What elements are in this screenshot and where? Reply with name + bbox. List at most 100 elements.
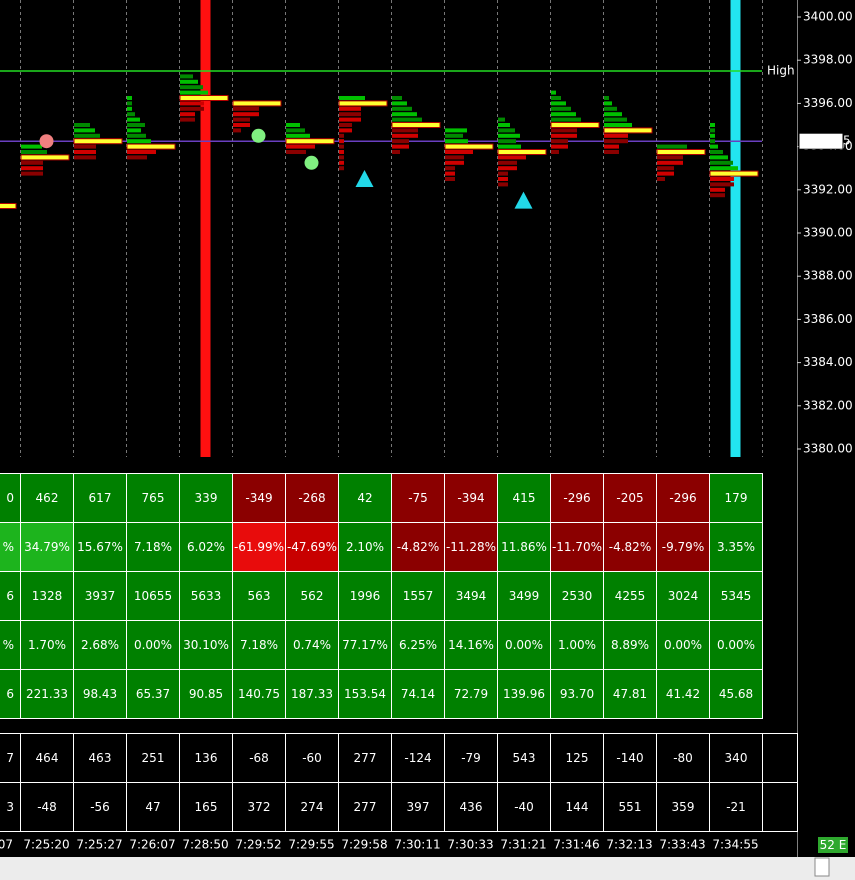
scroll-thumb[interactable] — [814, 857, 830, 877]
footprint-level — [339, 117, 361, 122]
footprint-level — [445, 133, 463, 138]
cell-value: 5345 — [721, 589, 752, 603]
cell-value: 45.68 — [719, 687, 753, 701]
footprint-level — [392, 144, 409, 149]
cell-value: -9.79% — [662, 540, 704, 554]
cell-value: -205 — [616, 491, 643, 505]
price-label: 3392.00 — [803, 182, 853, 196]
time-label: 7:31:46 — [553, 838, 599, 852]
footprint-level — [127, 139, 151, 144]
cell-value: 0.00% — [717, 638, 755, 652]
cell-value: 397 — [407, 800, 430, 814]
footprint-level — [127, 117, 140, 122]
footprint-level — [286, 123, 300, 127]
cell-value: 139.96 — [503, 687, 545, 701]
price-label: 3386.00 — [803, 312, 853, 326]
footprint-level — [127, 96, 132, 100]
marker-circle — [251, 128, 266, 143]
footprint-level — [286, 128, 305, 133]
footprint-level — [339, 144, 344, 149]
cell-value: 140.75 — [238, 687, 280, 701]
cell-value: 221.33 — [26, 687, 68, 701]
table-cell — [338, 733, 392, 783]
time-label: 7:26:07 — [129, 838, 175, 852]
table-cell — [391, 522, 445, 572]
cell-value: 74.14 — [401, 687, 435, 701]
scrollbar[interactable] — [0, 857, 855, 880]
cell-value: 3.35% — [717, 540, 755, 554]
table-cell — [20, 782, 74, 832]
footprint-level — [233, 106, 259, 111]
footprint-level — [127, 112, 135, 117]
footprint-level — [551, 133, 577, 138]
time-label: 7:31:21 — [500, 838, 546, 852]
cell-value: -140 — [616, 751, 643, 765]
cell-value: 144 — [566, 800, 589, 814]
poc-bar — [285, 138, 335, 145]
table-cell — [603, 473, 657, 523]
table-cell — [232, 571, 286, 621]
table-cell — [391, 571, 445, 621]
time-label: 7:30:11 — [394, 838, 440, 852]
table-cell — [709, 782, 763, 832]
table-cell — [550, 669, 604, 719]
cell-value: -11.28% — [446, 540, 496, 554]
current-price-label: 3394.25 — [801, 134, 851, 148]
current-price-box — [798, 132, 844, 150]
footprint-level — [551, 139, 568, 144]
table-cell — [73, 473, 127, 523]
footprint-level — [498, 128, 515, 133]
cell-value: -11.70% — [552, 540, 602, 554]
footprint-level — [710, 144, 718, 149]
footprint-level — [180, 112, 195, 117]
footprint-level — [392, 150, 400, 154]
table-cell — [338, 522, 392, 572]
footprint-level — [445, 155, 464, 160]
footprint-level — [127, 133, 146, 138]
footprint-level — [392, 133, 418, 138]
cell-value: -268 — [298, 491, 325, 505]
footprint-level — [604, 112, 622, 117]
footprint-level — [445, 171, 455, 176]
footprint-level — [180, 117, 195, 122]
cell-value: 47.81 — [613, 687, 647, 701]
footprint-level — [392, 96, 402, 100]
footprint-level — [127, 150, 156, 154]
table-cell — [656, 620, 710, 670]
footprint-level — [604, 139, 628, 144]
table-cell — [709, 620, 763, 670]
footprint-level — [233, 128, 241, 133]
footprint-level — [710, 123, 715, 127]
footprint-level — [233, 112, 259, 117]
footprint-level — [339, 106, 361, 111]
footprint-level — [604, 150, 619, 154]
footprint-level — [339, 150, 344, 154]
cell-value: 6.02% — [187, 540, 225, 554]
table-cell — [550, 782, 604, 832]
cell-value: -68 — [249, 751, 269, 765]
highlight-bar — [200, 0, 211, 457]
footprint-level — [445, 139, 468, 144]
table-cell — [444, 571, 498, 621]
table-cell — [497, 782, 551, 832]
cell-value: 6.25% — [399, 638, 437, 652]
footprint-level — [657, 155, 683, 160]
footprint-level — [21, 160, 43, 165]
footprint-level — [392, 112, 417, 117]
footprint-level — [339, 139, 344, 144]
time-label: 7:34:55 — [712, 838, 758, 852]
status-badge-text: 52 E — [820, 838, 847, 852]
marker-circle — [39, 134, 54, 149]
footprint-level — [392, 128, 418, 133]
footprint-level — [445, 128, 467, 133]
poc-bar — [709, 170, 759, 177]
marker-circle — [304, 155, 319, 170]
time-label: 7:33:43 — [659, 838, 705, 852]
cell-value: 7 — [6, 751, 14, 765]
cell-value: 98.43 — [83, 687, 117, 701]
footprint-level — [127, 106, 132, 111]
table-cell — [285, 782, 339, 832]
status-badge — [818, 837, 848, 853]
footprint-level — [180, 90, 208, 95]
footprint-level — [445, 166, 455, 171]
